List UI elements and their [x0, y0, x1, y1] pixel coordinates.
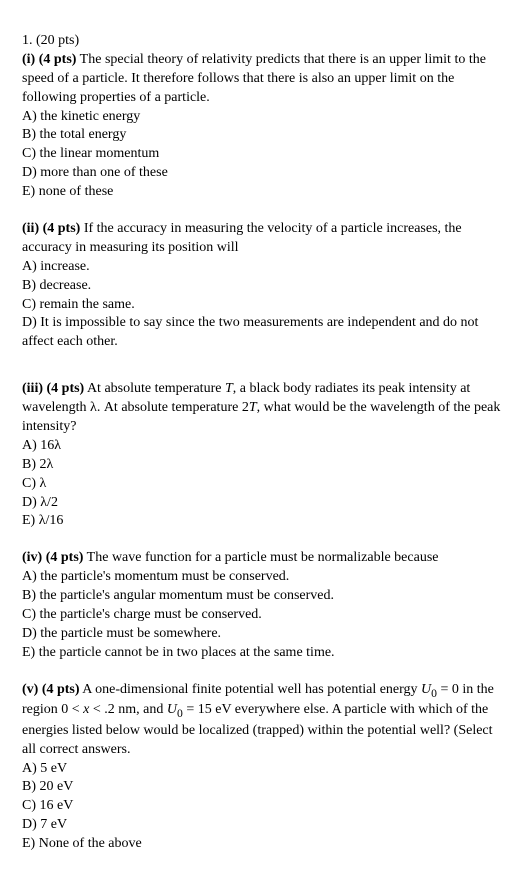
- question-ii-lead: (ii) (4 pts): [22, 221, 80, 236]
- question-i-options: A) the kinetic energy B) the total energ…: [22, 108, 501, 202]
- question-ii-options: A) increase. B) decrease. C) remain the …: [22, 258, 501, 352]
- option-d: D) 7 eV: [22, 816, 501, 835]
- question-iii-stem: (iii) (4 pts) At absolute temperature T,…: [22, 380, 501, 437]
- option-d: D) more than one of these: [22, 164, 501, 183]
- option-e: E) None of the above: [22, 835, 501, 854]
- question-ii: (ii) (4 pts) If the accuracy in measurin…: [22, 220, 501, 352]
- question-iii-T: T: [225, 381, 233, 396]
- option-a: A) 16λ: [22, 437, 501, 456]
- option-c: C) λ: [22, 475, 501, 494]
- option-d: D) λ/2: [22, 494, 501, 513]
- question-iv-options: A) the particle's momentum must be conse…: [22, 568, 501, 662]
- question-iii-T2: T: [249, 400, 257, 415]
- option-c: C) the linear momentum: [22, 145, 501, 164]
- question-i-text: The special theory of relativity predict…: [22, 52, 486, 105]
- option-c: C) remain the same.: [22, 296, 501, 315]
- option-a: A) the particle's momentum must be conse…: [22, 568, 501, 587]
- question-set-header: 1. (20 pts): [22, 32, 501, 51]
- question-v-text-a: A one-dimensional finite potential well …: [80, 682, 422, 697]
- option-b: B) 2λ: [22, 456, 501, 475]
- option-b: B) 20 eV: [22, 778, 501, 797]
- question-iv-lead: (iv) (4 pts): [22, 550, 83, 565]
- question-ii-stem: (ii) (4 pts) If the accuracy in measurin…: [22, 220, 501, 258]
- question-v-U0a: U: [421, 682, 431, 697]
- option-c: C) the particle's charge must be conserv…: [22, 606, 501, 625]
- option-b: B) the total energy: [22, 126, 501, 145]
- option-e: E) the particle cannot be in two places …: [22, 644, 501, 663]
- question-iii-lead: (iii) (4 pts): [22, 381, 84, 396]
- question-ii-text: If the accuracy in measuring the velocit…: [22, 221, 462, 255]
- question-iv-stem: (iv) (4 pts) The wave function for a par…: [22, 549, 501, 568]
- question-i: (i) (4 pts) The special theory of relati…: [22, 51, 501, 202]
- question-i-lead: (i) (4 pts): [22, 52, 76, 67]
- question-iii: (iii) (4 pts) At absolute temperature T,…: [22, 380, 501, 531]
- question-i-stem: (i) (4 pts) The special theory of relati…: [22, 51, 501, 108]
- question-iv-text: The wave function for a particle must be…: [83, 550, 438, 565]
- option-d: D) the particle must be somewhere.: [22, 625, 501, 644]
- question-v-options: A) 5 eV B) 20 eV C) 16 eV D) 7 eV E) Non…: [22, 760, 501, 854]
- option-a: A) 5 eV: [22, 760, 501, 779]
- option-c: C) 16 eV: [22, 797, 501, 816]
- question-iv: (iv) (4 pts) The wave function for a par…: [22, 549, 501, 662]
- question-v: (v) (4 pts) A one-dimensional finite pot…: [22, 681, 501, 854]
- option-e: E) none of these: [22, 183, 501, 202]
- option-b: B) the particle's angular momentum must …: [22, 587, 501, 606]
- option-e: E) λ/16: [22, 512, 501, 531]
- option-a: A) the kinetic energy: [22, 108, 501, 127]
- option-b: B) decrease.: [22, 277, 501, 296]
- question-v-U0b: U: [167, 702, 177, 717]
- question-v-stem: (v) (4 pts) A one-dimensional finite pot…: [22, 681, 501, 760]
- question-iii-text-a: At absolute temperature: [84, 381, 225, 396]
- question-v-text-c: < .2 nm, and: [89, 702, 167, 717]
- question-iii-options: A) 16λ B) 2λ C) λ D) λ/2 E) λ/16: [22, 437, 501, 531]
- question-v-lead: (v) (4 pts): [22, 682, 80, 697]
- option-a: A) increase.: [22, 258, 501, 277]
- option-d: D) It is impossible to say since the two…: [22, 314, 501, 352]
